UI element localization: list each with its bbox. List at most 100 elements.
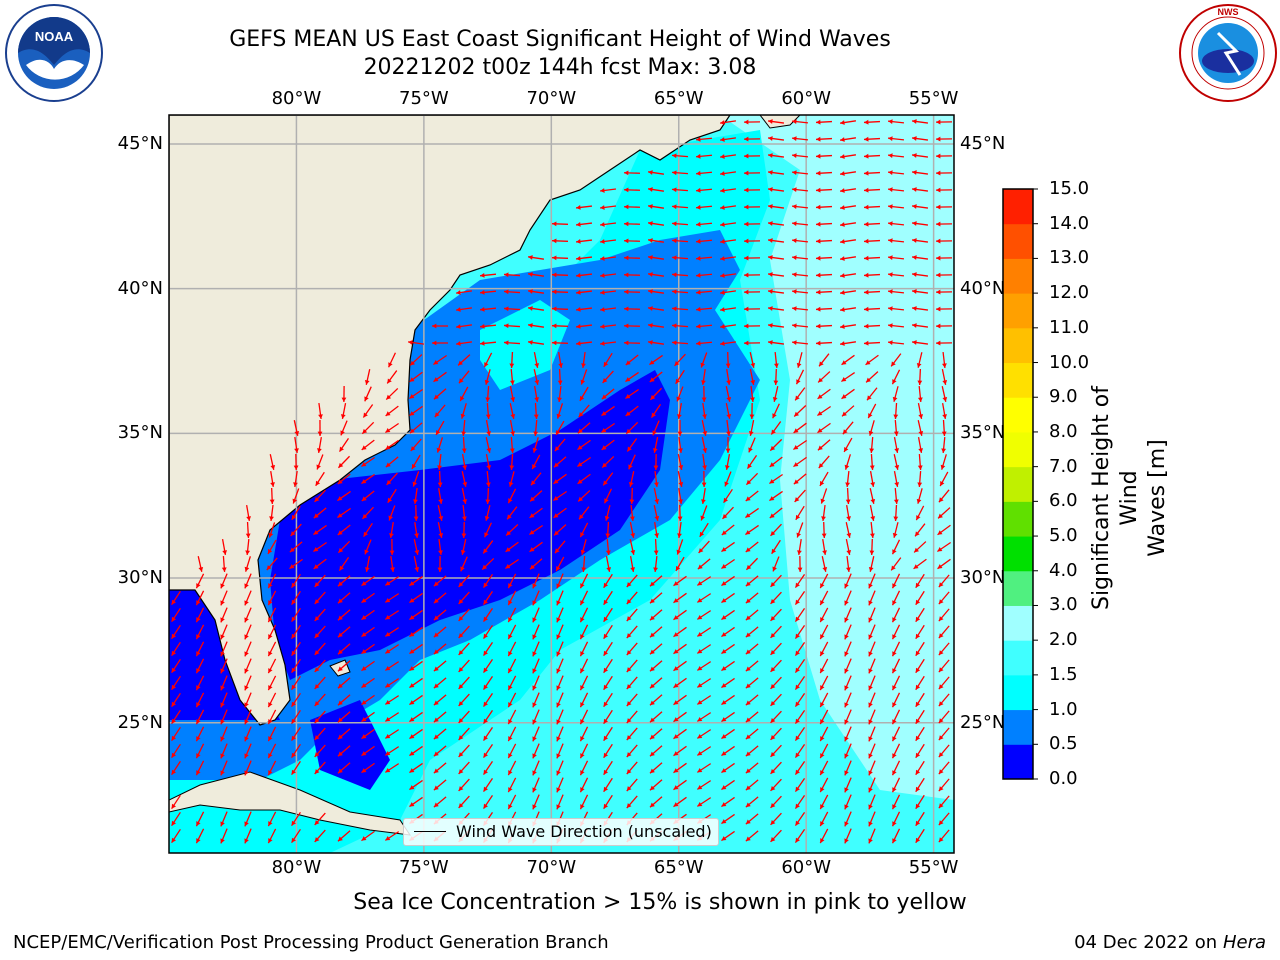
wave-arrow-head [268, 600, 273, 606]
wave-arrow-head [576, 205, 581, 210]
wave-arrow-head [768, 170, 773, 175]
wave-arrow-head [915, 837, 921, 843]
wave-arrow-head [702, 414, 707, 419]
wave-arrow-head [820, 668, 825, 674]
wave-arrow-head [510, 413, 516, 419]
wave-arrow-head [433, 360, 439, 365]
footer-date-text: 04 Dec 2022 on [1074, 932, 1218, 953]
wave-arrow-head [291, 752, 297, 758]
wave-arrow-head [388, 515, 393, 521]
wave-arrow-head [868, 668, 873, 674]
wave-arrow-head [844, 821, 849, 827]
wave-arrow-head [508, 702, 513, 708]
wave-arrow-head [580, 600, 585, 606]
wave-arrow-head [337, 632, 343, 638]
wave-arrow-head [508, 651, 513, 657]
map-frame [168, 114, 955, 854]
wave-arrow-head [792, 306, 797, 311]
wave-arrow-head [530, 496, 535, 502]
wave-arrow-head [433, 666, 439, 672]
wave-arrow-head [528, 255, 533, 260]
wave-arrow-head [888, 306, 893, 311]
wave-arrow-head [604, 498, 609, 504]
wave-arrow-head [720, 222, 725, 227]
wave-arrow-head [915, 599, 921, 605]
wave-arrow-head [268, 685, 273, 691]
wave-arrow-head [458, 752, 464, 757]
wave-arrow-head [385, 699, 391, 705]
wave-arrow-head [750, 362, 756, 368]
wave-arrow-head [648, 255, 653, 260]
wave-arrow-head [552, 340, 557, 346]
wave-arrow-head [795, 599, 800, 605]
colorbar-tick: 1.5 [1049, 663, 1078, 685]
footer-date: 04 Dec 2022 on Hera [1074, 932, 1266, 953]
wave-arrow-head [744, 289, 749, 295]
wave-arrow-head [603, 769, 609, 775]
wave-arrow-head [938, 684, 944, 690]
wave-arrow-head [721, 547, 727, 552]
wave-arrow-head [529, 513, 535, 518]
wave-arrow-head [314, 701, 320, 706]
wave-arrow-head [385, 767, 391, 773]
wave-arrow-head [844, 787, 849, 793]
wave-arrow-head [721, 751, 727, 756]
wave-arrow-head [270, 482, 275, 487]
wave-arrow-head [438, 550, 443, 555]
wave-arrow-head [528, 306, 533, 311]
wave-arrow-head [532, 770, 537, 776]
wave-arrow-head [649, 751, 655, 757]
wave-arrow-head [870, 482, 875, 487]
wave-arrow-head [220, 702, 225, 708]
colorbar-swatch [1003, 431, 1033, 468]
wave-arrow-head [361, 717, 367, 722]
wave-arrow-head [915, 752, 921, 758]
wave-arrow-head [220, 617, 225, 623]
wave-arrow-head [486, 431, 492, 436]
wave-arrow-head [318, 414, 323, 419]
wave-arrow-head [938, 803, 944, 809]
wave-arrow-head [820, 821, 825, 827]
land-cuba [169, 771, 412, 836]
wave-arrow-head [868, 753, 873, 759]
wave-arrow-head [385, 462, 391, 468]
wave-arrow-head [244, 583, 249, 589]
wave-arrow-head [770, 752, 776, 757]
wave-arrow-head [676, 396, 681, 402]
wave-arrow-head [893, 414, 899, 419]
wave-arrow-head [626, 650, 632, 656]
wave-arrow-head [556, 600, 561, 606]
wave-arrow-head [294, 448, 299, 453]
wave-arrow-head [337, 598, 343, 604]
wave-arrow-head [816, 340, 821, 346]
wave-arrow-head [677, 414, 682, 419]
wave-arrow-head [458, 360, 463, 366]
wave-arrow-head [744, 255, 749, 261]
wave-arrow-head [820, 770, 825, 776]
wave-arrow-head [770, 735, 776, 740]
wave-arrow-head [390, 567, 395, 572]
wave-arrow-head [745, 785, 751, 791]
wave-arrow-head [196, 651, 201, 657]
wave-arrow-head [534, 363, 540, 368]
wave-arrow-head [673, 615, 679, 620]
wave-arrow-head [912, 153, 917, 158]
wave-arrow-head [672, 187, 677, 193]
wave-arrow-head [601, 445, 607, 450]
wave-arrow-head [604, 515, 610, 521]
wave-arrow-head [649, 632, 655, 638]
wave-arrow-head [792, 187, 797, 192]
wave-arrow-head [291, 616, 297, 622]
wave-arrow-head [820, 498, 826, 504]
wave-arrow-head [532, 634, 537, 640]
wave-arrow-head [845, 499, 851, 504]
lon-tick-bottom: 65°W [653, 857, 704, 878]
colorbar-swatch [1003, 605, 1033, 641]
wave-arrow-head [938, 701, 944, 707]
wave-arrow-head [291, 514, 297, 520]
wave-arrow-head [600, 290, 605, 295]
wave-arrow-head [700, 515, 705, 521]
wave-arrow-head [171, 735, 177, 741]
wave-arrow-head [410, 446, 416, 452]
wave-arrow-head [892, 549, 897, 555]
